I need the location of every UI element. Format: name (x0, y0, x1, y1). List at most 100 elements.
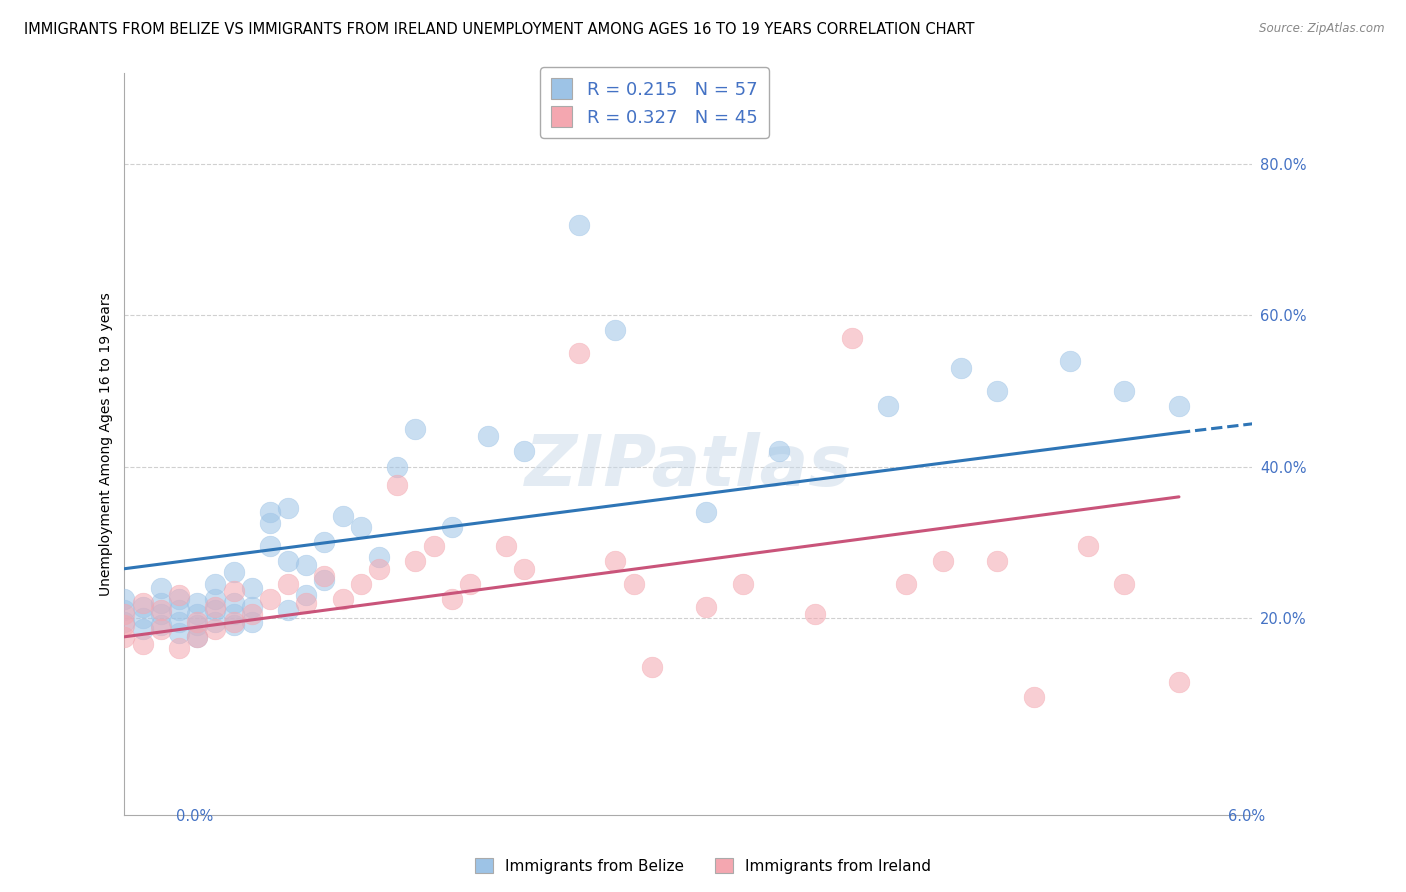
Point (568, 346, 591, 360)
Point (768, 444, 790, 458)
Point (986, 554, 1008, 568)
Point (131, 611, 153, 625)
Point (186, 618, 208, 632)
Point (131, 622, 153, 636)
Point (477, 429, 499, 443)
Point (149, 596, 172, 610)
Point (731, 577, 754, 591)
Point (149, 618, 172, 632)
Point (623, 577, 645, 591)
Point (149, 603, 172, 617)
Text: 0.0%: 0.0% (176, 809, 212, 823)
Point (259, 539, 281, 553)
Point (295, 588, 318, 602)
Point (404, 422, 426, 436)
Point (949, 361, 972, 376)
Point (240, 615, 263, 629)
Point (222, 618, 245, 632)
Point (259, 516, 281, 531)
Point (931, 554, 953, 568)
Point (167, 588, 190, 602)
Point (222, 566, 245, 580)
Point (167, 641, 190, 656)
Point (204, 622, 226, 636)
Point (131, 596, 153, 610)
Point (422, 539, 444, 553)
Point (1114, 384, 1136, 398)
Text: 6.0%: 6.0% (1229, 809, 1265, 823)
Legend: Immigrants from Belize, Immigrants from Ireland: Immigrants from Belize, Immigrants from … (468, 852, 938, 880)
Point (314, 573, 336, 587)
Point (1168, 675, 1191, 690)
Point (986, 384, 1008, 398)
Point (186, 615, 208, 629)
Point (1077, 539, 1099, 553)
Point (896, 577, 918, 591)
Point (804, 607, 827, 621)
Point (368, 562, 391, 576)
Text: ZIPatlas: ZIPatlas (524, 432, 852, 500)
Point (222, 615, 245, 629)
Point (204, 615, 226, 629)
Point (368, 550, 391, 565)
Point (277, 501, 299, 516)
Point (314, 535, 336, 549)
Point (186, 630, 208, 644)
Point (114, 603, 136, 617)
Point (568, 218, 591, 232)
Point (385, 459, 408, 474)
Point (114, 607, 136, 621)
Point (695, 599, 717, 614)
Point (149, 622, 172, 636)
Point (350, 577, 373, 591)
Point (314, 569, 336, 583)
Point (131, 637, 153, 651)
Point (240, 599, 263, 614)
Point (149, 607, 172, 621)
Point (1168, 399, 1191, 413)
Point (641, 660, 664, 674)
Point (167, 626, 190, 640)
Point (404, 554, 426, 568)
Point (114, 618, 136, 632)
Point (204, 591, 226, 606)
Point (841, 331, 863, 345)
Point (167, 615, 190, 629)
Point (277, 554, 299, 568)
Point (186, 607, 208, 621)
Point (114, 615, 136, 629)
Point (259, 505, 281, 519)
Point (605, 323, 627, 337)
Point (222, 607, 245, 621)
Point (114, 591, 136, 606)
Point (695, 505, 717, 519)
Point (204, 599, 226, 614)
Point (186, 596, 208, 610)
Point (440, 520, 463, 534)
Point (277, 603, 299, 617)
Text: Source: ZipAtlas.com: Source: ZipAtlas.com (1260, 22, 1385, 36)
Point (513, 444, 536, 458)
Point (495, 539, 517, 553)
Point (1059, 353, 1081, 368)
Text: IMMIGRANTS FROM BELIZE VS IMMIGRANTS FROM IRELAND UNEMPLOYMENT AMONG AGES 16 TO : IMMIGRANTS FROM BELIZE VS IMMIGRANTS FRO… (24, 22, 974, 37)
Point (350, 520, 373, 534)
Point (240, 581, 263, 595)
Y-axis label: Unemployment Among Ages 16 to 19 years: Unemployment Among Ages 16 to 19 years (100, 292, 114, 596)
Point (131, 599, 153, 614)
Point (440, 591, 463, 606)
Point (605, 554, 627, 568)
Point (1114, 577, 1136, 591)
Point (277, 577, 299, 591)
Point (259, 591, 281, 606)
Point (204, 603, 226, 617)
Legend: R = 0.215   N = 57, R = 0.327   N = 45: R = 0.215 N = 57, R = 0.327 N = 45 (540, 68, 769, 138)
Point (240, 607, 263, 621)
Point (186, 630, 208, 644)
Point (385, 478, 408, 492)
Point (877, 399, 900, 413)
Point (332, 591, 354, 606)
Point (295, 596, 318, 610)
Point (458, 577, 481, 591)
Point (222, 596, 245, 610)
